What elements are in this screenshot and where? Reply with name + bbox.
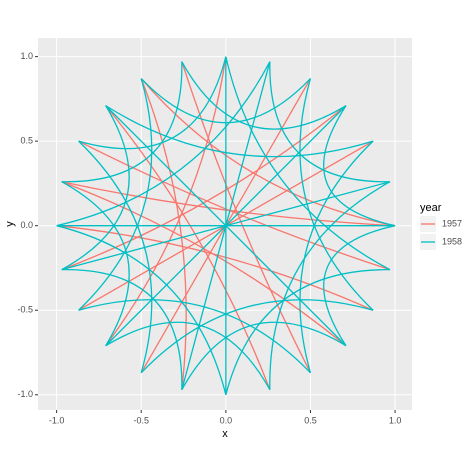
legend-label: 1957 [442, 218, 462, 228]
edge [56, 61, 271, 227]
x-tick-label: -1.0 [49, 415, 65, 425]
legend-label: 1958 [442, 236, 462, 246]
x-tick-label: 0.5 [304, 415, 317, 425]
y-tick-label: -1.0 [17, 389, 33, 399]
edge [299, 140, 374, 373]
legend: 1957 1958 [420, 216, 462, 250]
arcs [56, 56, 396, 395]
edge [78, 78, 153, 311]
edge [78, 56, 227, 150]
y-tick-label: 1.0 [20, 51, 33, 61]
y-axis-title: y [4, 221, 16, 227]
edge [140, 78, 396, 227]
y-tick-label: 0.0 [20, 220, 33, 230]
edge [105, 105, 271, 390]
edge [61, 105, 130, 271]
edge [181, 61, 271, 390]
edge [61, 181, 347, 347]
edge [225, 56, 391, 271]
axes: -1.0 -0.5 0.0 0.5 1.0 -1.0 -0.5 0.0 0.5 1.0 [17, 51, 401, 425]
edge [105, 105, 374, 158]
x-tick-label: 0.0 [220, 415, 233, 425]
x-axis-title: x [222, 428, 228, 440]
y-tick-label: 0.5 [20, 136, 33, 146]
y-tick-label: -0.5 [17, 305, 33, 315]
edge [61, 105, 347, 271]
legend-title: year [420, 202, 442, 214]
edge [181, 61, 312, 374]
edge [105, 56, 227, 347]
x-tick-label: -0.5 [133, 415, 149, 425]
x-tick-label: 1.0 [389, 415, 402, 425]
edge [269, 181, 391, 390]
edge [61, 181, 396, 227]
edge [323, 225, 396, 347]
edge [140, 78, 187, 390]
edge [140, 299, 374, 374]
edge [181, 321, 347, 391]
edge [323, 105, 396, 227]
